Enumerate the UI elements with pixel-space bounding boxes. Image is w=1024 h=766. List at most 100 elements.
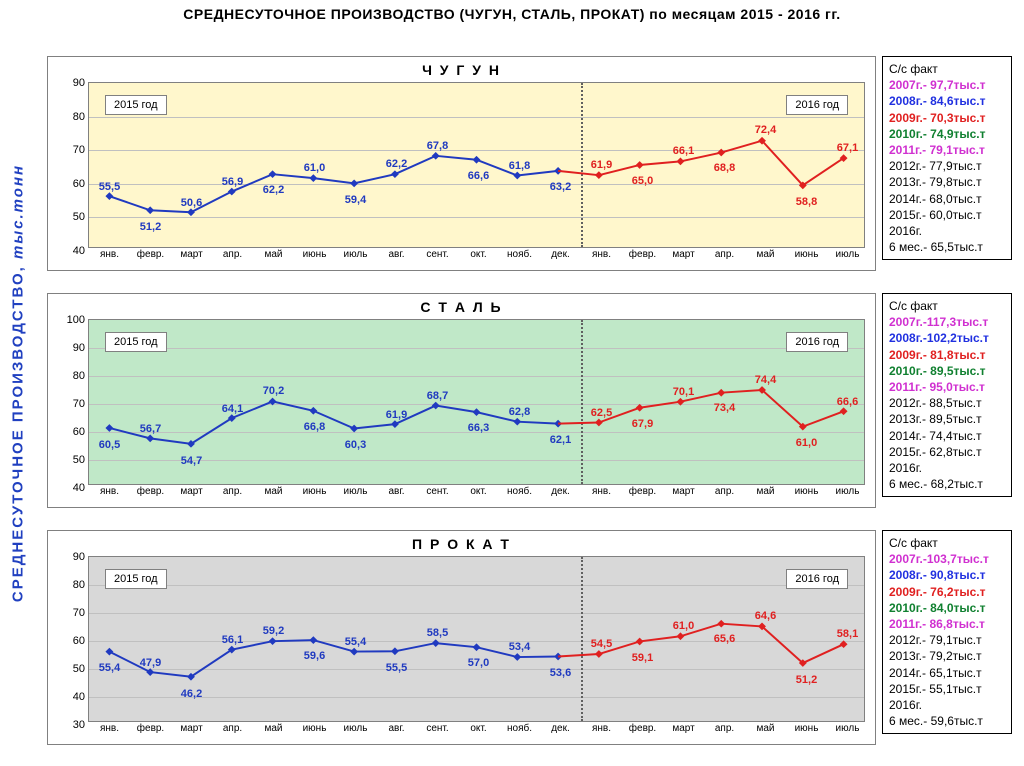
page-title: СРЕДНЕСУТОЧНОЕ ПРОИЗВОДСТВО (ЧУГУН, СТАЛ…: [0, 6, 1024, 22]
x-tick-label: янв.: [592, 721, 611, 734]
y-tick-label: 70: [73, 144, 89, 156]
legend-row: С/с факт: [889, 61, 1005, 77]
legend-row: 2012г.- 88,5тыс.т: [889, 395, 1005, 411]
data-label: 57,0: [468, 657, 489, 669]
data-label: 59,4: [345, 194, 366, 206]
data-label: 54,5: [591, 638, 612, 650]
chart-panel-prokat: П Р О К А Т30405060708090янв.февр.мартап…: [47, 530, 876, 745]
x-tick-label: май: [756, 484, 774, 497]
x-tick-label: авг.: [388, 721, 404, 734]
legend-row: 2014г.- 74,4тыс.т: [889, 428, 1005, 444]
x-tick-label: июнь: [303, 484, 327, 497]
x-tick-label: дек.: [551, 247, 570, 260]
x-tick-label: апр.: [715, 721, 734, 734]
data-label: 65,6: [714, 633, 735, 645]
data-label: 70,2: [263, 385, 284, 397]
x-tick-label: янв.: [592, 484, 611, 497]
data-label: 63,2: [550, 181, 571, 193]
x-tick-label: сент.: [426, 247, 448, 260]
legend-row: 2015г.- 60,0тыс.т: [889, 207, 1005, 223]
legend-row: 2014г.- 65,1тыс.т: [889, 665, 1005, 681]
plot-area: 405060708090100янв.февр.мартапр.майиюньи…: [88, 319, 865, 485]
data-label: 64,1: [222, 403, 243, 415]
x-tick-label: март: [180, 247, 202, 260]
x-tick-label: нояб.: [507, 247, 532, 260]
legend-row: 2011г.- 86,8тыс.т: [889, 616, 1005, 632]
legend-row: 2015г.- 62,8тыс.т: [889, 444, 1005, 460]
y-tick-label: 40: [73, 482, 89, 494]
x-tick-label: сент.: [426, 721, 448, 734]
y-tick-label: 80: [73, 111, 89, 123]
chart-panel-stal: С Т А Л Ь405060708090100янв.февр.мартапр…: [47, 293, 876, 508]
x-tick-label: июнь: [303, 247, 327, 260]
chart-title: Ч У Г У Н: [48, 62, 875, 78]
x-tick-label: июль: [344, 484, 368, 497]
root: { "title": "СРЕДНЕСУТОЧНОЕ ПРОИЗВОДСТВО …: [0, 0, 1024, 766]
y-tick-label: 60: [73, 178, 89, 190]
data-label: 58,8: [796, 196, 817, 208]
legend-row: 2015г.- 55,1тыс.т: [889, 681, 1005, 697]
data-label: 65,0: [632, 175, 653, 187]
x-tick-label: нояб.: [507, 484, 532, 497]
data-label: 50,6: [181, 197, 202, 209]
y-tick-label: 90: [73, 551, 89, 563]
x-tick-label: июль: [836, 721, 860, 734]
data-label: 61,8: [509, 160, 530, 172]
y-tick-label: 40: [73, 245, 89, 257]
x-tick-label: июнь: [303, 721, 327, 734]
x-tick-label: авг.: [388, 247, 404, 260]
data-label: 62,2: [386, 158, 407, 170]
x-tick-label: февр.: [137, 484, 164, 497]
data-label: 55,5: [386, 662, 407, 674]
data-label: 62,5: [591, 407, 612, 419]
x-tick-label: дек.: [551, 721, 570, 734]
x-tick-label: сент.: [426, 484, 448, 497]
x-tick-label: июль: [344, 247, 368, 260]
legend-row: 2016г.: [889, 460, 1005, 476]
y-tick-label: 70: [73, 607, 89, 619]
x-tick-label: февр.: [137, 247, 164, 260]
y-tick-label: 80: [73, 370, 89, 382]
x-tick-label: авг.: [388, 484, 404, 497]
data-label: 66,3: [468, 422, 489, 434]
data-label: 61,9: [386, 409, 407, 421]
legend-row: С/с факт: [889, 298, 1005, 314]
data-label: 74,4: [755, 374, 776, 386]
legend-row: 2007г.-117,3тыс.т: [889, 314, 1005, 330]
x-tick-label: март: [672, 721, 694, 734]
legend-row: 2007г.-103,7тыс.т: [889, 551, 1005, 567]
data-label: 66,6: [837, 396, 858, 408]
data-label: 68,8: [714, 162, 735, 174]
legend-row: 2012г.- 77,9тыс.т: [889, 158, 1005, 174]
y-tick-label: 90: [73, 77, 89, 89]
data-label: 61,0: [796, 437, 817, 449]
legend-row: 2016г.: [889, 697, 1005, 713]
data-label: 56,9: [222, 176, 243, 188]
x-tick-label: янв.: [592, 247, 611, 260]
x-tick-label: февр.: [629, 247, 656, 260]
legend-chugun: С/с факт2007г.- 97,7тыс.т2008г.- 84,6тыс…: [882, 56, 1012, 260]
data-label: 46,2: [181, 688, 202, 700]
data-label: 53,4: [509, 641, 530, 653]
data-label: 61,0: [304, 162, 325, 174]
x-tick-label: окт.: [470, 247, 486, 260]
x-tick-label: май: [264, 484, 282, 497]
x-tick-label: апр.: [223, 484, 242, 497]
y-tick-label: 50: [73, 663, 89, 675]
legend-row: 2010г.- 89,5тыс.т: [889, 363, 1005, 379]
data-label: 61,9: [591, 159, 612, 171]
x-tick-label: июль: [836, 484, 860, 497]
y-tick-label: 80: [73, 579, 89, 591]
legend-row: 2010г.- 84,0тыс.т: [889, 600, 1005, 616]
legend-row: 2009г.- 81,8тыс.т: [889, 347, 1005, 363]
x-tick-label: июнь: [795, 247, 819, 260]
x-tick-label: июль: [344, 721, 368, 734]
data-label: 67,8: [427, 140, 448, 152]
x-tick-label: июль: [836, 247, 860, 260]
x-tick-label: июнь: [795, 721, 819, 734]
x-tick-label: февр.: [137, 721, 164, 734]
legend-prokat: С/с факт2007г.-103,7тыс.т2008г.- 90,8тыс…: [882, 530, 1012, 734]
y-tick-label: 60: [73, 635, 89, 647]
x-tick-label: март: [180, 484, 202, 497]
x-tick-label: янв.: [100, 484, 119, 497]
